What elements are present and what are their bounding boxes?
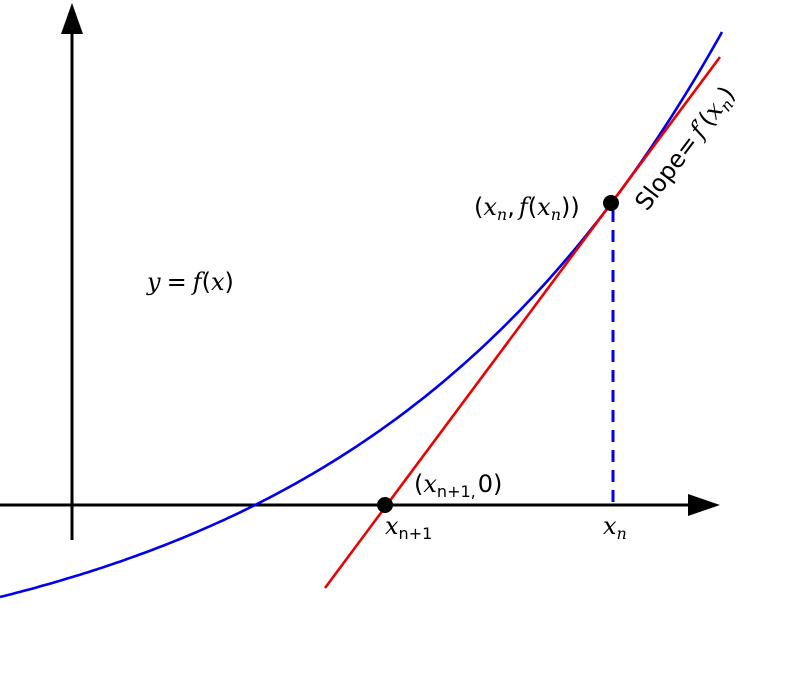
root-point-label: (xn+1,0) bbox=[414, 470, 502, 501]
tangent-line bbox=[323, 56, 722, 589]
curve-label: y = f(x) bbox=[146, 268, 234, 296]
x-tick-label-xn1: xn+1 bbox=[385, 512, 432, 543]
x-axis-arrowhead bbox=[688, 494, 720, 516]
point-xn-fxn bbox=[603, 195, 619, 211]
axes bbox=[0, 32, 692, 540]
y-axis-arrowhead bbox=[61, 3, 83, 34]
x-tick-label-xn: xn bbox=[603, 512, 627, 543]
point-xn1-zero bbox=[377, 497, 393, 513]
point-xn-label: (xn, f(xn)) bbox=[474, 193, 580, 224]
